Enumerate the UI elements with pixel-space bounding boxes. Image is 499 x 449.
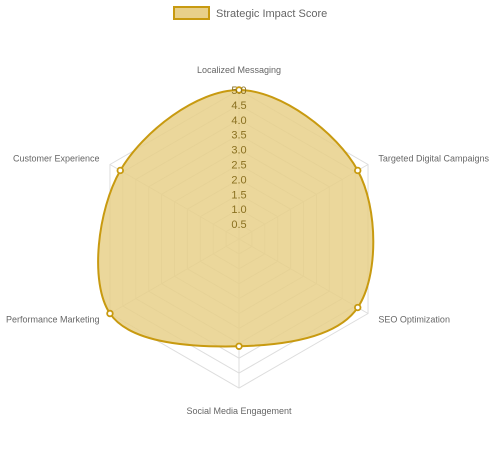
axis-label: SEO Optimization [378,315,450,325]
tick-label: 2.0 [231,174,246,186]
data-point-2[interactable] [354,303,362,312]
axis-label: Performance Marketing [6,315,100,325]
tick-label: 3.0 [231,145,246,157]
series-area [97,86,375,350]
axis-label: Localized Messaging [197,65,281,75]
data-point-0[interactable] [235,86,243,94]
tick-label: 0.5 [231,219,246,231]
tick-label: 4.5 [231,100,246,112]
tick-labels: 0.5 1.0 1.5 2.0 2.5 3.0 3.5 4.0 4.5 5.0 [231,85,246,231]
axis-label: Targeted Digital Campaigns [378,154,489,164]
tick-label: 2.5 [231,160,246,172]
axis-label: Customer Experience [13,154,100,164]
tick-label: 4.0 [231,115,246,127]
tick-label: 3.5 [231,130,246,142]
axis-label: Social Media Engagement [186,406,292,416]
data-point-4[interactable] [106,309,114,318]
tick-label: 1.5 [231,189,246,201]
legend-label: Strategic Impact Score [216,8,327,20]
tick-label: 5.0 [231,85,246,97]
data-point-3[interactable] [235,342,243,350]
data-point-1[interactable] [354,166,362,175]
legend[interactable]: Strategic Impact Score [173,6,327,20]
legend-swatch [173,6,210,20]
axis-labels: Localized Messaging Targeted Digital Camp… [6,65,489,416]
data-point-5[interactable] [116,166,124,175]
tick-label: 1.0 [231,204,246,216]
